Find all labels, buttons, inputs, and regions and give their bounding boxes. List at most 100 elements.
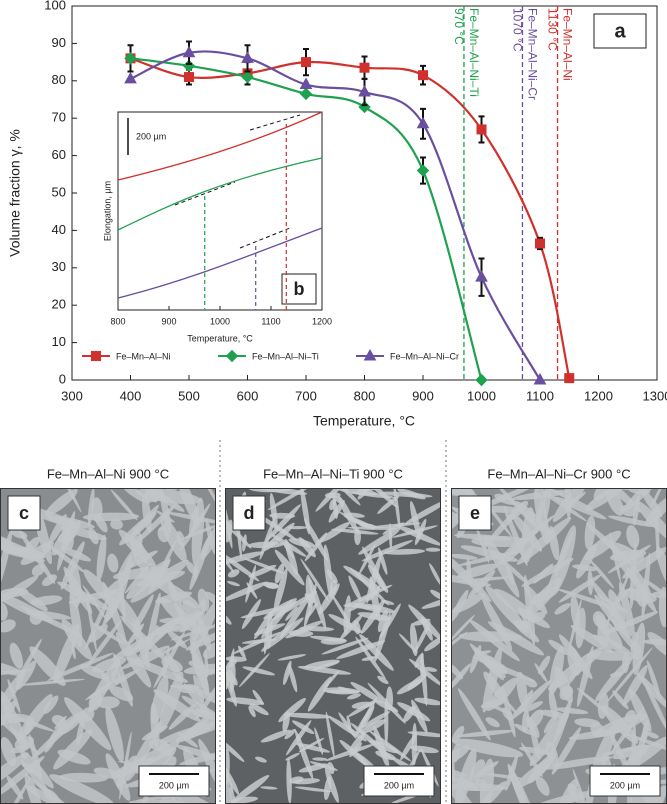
phase-grain [30, 595, 63, 606]
scale-label: 200 µm [610, 780, 640, 790]
phase-grain [105, 706, 124, 763]
phase-grain [338, 511, 375, 531]
phase-grain [474, 650, 492, 656]
phase-grain [377, 675, 389, 685]
scale-label: 200 µm [136, 131, 166, 141]
panel-box [232, 495, 266, 531]
phase-grain [537, 655, 551, 675]
phase-grain [452, 738, 524, 758]
phase-grain [602, 744, 651, 756]
phase-grain [6, 775, 24, 800]
phase-grain [64, 697, 112, 751]
phase-grain [225, 581, 269, 602]
phase-grain [535, 776, 550, 796]
phase-grain [243, 557, 285, 574]
phase-grain [365, 522, 422, 529]
y-axis-label: Volume fraction γ, % [7, 129, 23, 257]
phase-grain [584, 515, 596, 550]
phase-grain [593, 488, 612, 501]
phase-grain [54, 715, 67, 729]
phase-grain [554, 666, 573, 704]
phase-grain [451, 768, 479, 791]
phase-grain [20, 541, 54, 566]
phase-grain [349, 604, 380, 609]
phase-grain [636, 673, 667, 710]
y-tick-label: 60 [52, 147, 66, 162]
phase-grain [283, 660, 292, 686]
x-tick-label: 1200 [584, 388, 613, 403]
phase-grain [321, 637, 369, 655]
inset-curve [117, 157, 323, 231]
phase-grain [328, 500, 345, 523]
phase-grain [523, 701, 543, 713]
phase-grain [135, 488, 202, 505]
phase-grain [25, 785, 70, 804]
phase-grain [315, 488, 351, 512]
phase-grain [503, 505, 528, 566]
phase-grain [225, 519, 233, 543]
phase-grain [197, 616, 212, 651]
phase-grain [188, 708, 215, 719]
y-tick-label: 40 [52, 222, 66, 237]
marker [184, 72, 194, 83]
phase-grain [331, 528, 379, 535]
phase-grain [359, 633, 394, 671]
phase-grain [458, 631, 522, 642]
y-tick-label: 80 [52, 72, 66, 87]
phase-grain [274, 549, 305, 586]
phase-grain [529, 710, 570, 767]
phase-grain [17, 678, 86, 686]
phase-grain [274, 563, 285, 584]
phase-grain [409, 745, 439, 754]
phase-grain [169, 684, 200, 690]
marker [418, 70, 428, 81]
y-tick-label: 20 [52, 297, 66, 312]
phase-grain [325, 743, 375, 761]
phase-grain [294, 786, 332, 793]
phase-grain [31, 714, 81, 760]
phase-grain [454, 533, 512, 541]
micrograph [225, 488, 441, 804]
phase-grain [24, 772, 45, 804]
phase-grain [282, 542, 295, 559]
inset-x-tick-label: 1100 [261, 316, 280, 326]
phase-grain [151, 675, 169, 725]
marker [564, 373, 575, 384]
phase-grain [527, 752, 556, 784]
marker [124, 71, 137, 84]
phase-grain [308, 577, 327, 630]
phase-grain [529, 586, 560, 605]
phase-grain [87, 488, 95, 527]
phase-grain [485, 717, 500, 728]
phase-grain [457, 688, 491, 741]
phase-grain [380, 599, 395, 605]
phase-grain [548, 689, 558, 721]
phase-grain [282, 711, 290, 733]
phase-grain [396, 678, 424, 695]
phase-grain [200, 519, 215, 560]
phase-grain [277, 654, 307, 661]
phase-grain [333, 488, 361, 506]
y-tick-label: 0 [59, 371, 66, 386]
marker [416, 116, 430, 129]
phase-grain [612, 690, 629, 710]
phase-grain [354, 528, 361, 546]
phase-grain [623, 733, 667, 754]
inset-y-label: Elongation, µm [102, 181, 112, 241]
phase-grain [284, 728, 296, 740]
phase-grain [379, 491, 433, 498]
transition-temp: 1070 °C [510, 8, 524, 52]
phase-grain [452, 743, 461, 763]
phase-grain [260, 729, 291, 743]
phase-grain [0, 710, 40, 755]
transition-temp: 970 °C [452, 8, 466, 45]
phase-grain [0, 601, 8, 621]
phase-grain [377, 495, 400, 514]
phase-grain [225, 656, 247, 662]
phase-grain [225, 664, 238, 686]
phase-grain [166, 629, 187, 649]
phase-grain [126, 559, 171, 600]
phase-grain [508, 766, 537, 804]
inset-x-tick-label: 1200 [312, 316, 332, 326]
